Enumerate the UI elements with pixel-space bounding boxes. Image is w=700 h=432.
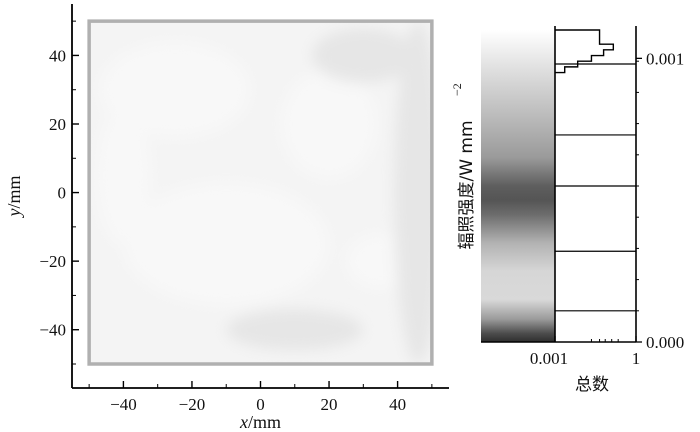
histogram-x-tick-label: 1 xyxy=(632,349,641,368)
irradiance-light-patch-0 xyxy=(99,41,251,138)
irradiance-dark-patch-1 xyxy=(311,27,415,83)
map-x-tick-label: −20 xyxy=(179,395,206,414)
histogram-step-outline xyxy=(555,29,615,74)
histogram xyxy=(555,29,636,312)
irradiance-light-patch-4 xyxy=(95,106,151,244)
map-x-tick-label: 0 xyxy=(256,395,265,414)
irradiance-dark-patch-0 xyxy=(394,21,432,364)
histogram-y-axis-label: 辐照强度/W mm −2 xyxy=(450,83,477,249)
map-y-tick-label: −40 xyxy=(39,321,66,340)
svg-text:辐照强度/W mm: 辐照强度/W mm xyxy=(457,120,477,249)
histogram-colorbar-panel: 0.001 0.000 0.001 1 总数 辐照强度/W mm −2 xyxy=(450,26,684,395)
map-x-tick-label: 20 xyxy=(321,395,338,414)
map-y-tick-label: 20 xyxy=(49,115,66,134)
target-border xyxy=(87,19,434,366)
map-y-tick-label: −20 xyxy=(39,252,66,271)
irradiance-map-panel: −40 −20 0 20 40 −40 −20 0 20 40 x/mm y/mm xyxy=(4,4,449,432)
histogram-x-axis-label: 总数 xyxy=(575,375,609,395)
map-y-tick-label: 40 xyxy=(49,46,66,65)
irradiance-field xyxy=(87,19,434,366)
histogram-y-axis-label-exponent: −2 xyxy=(450,83,464,96)
map-x-axis-label: x/mm xyxy=(239,412,281,432)
histogram-bar-5 xyxy=(555,67,565,73)
irradiance-light-patch-2 xyxy=(281,69,378,179)
histogram-axes: 0.001 0.000 0.001 1 xyxy=(481,26,684,368)
histogram-bar-0 xyxy=(555,30,600,44)
map-y-tick-label: 0 xyxy=(58,184,67,203)
histogram-y-tick-label: 0.001 xyxy=(646,49,684,68)
histogram-bar-2 xyxy=(555,50,604,56)
irradiance-dark-patch-2 xyxy=(226,309,364,351)
histogram-bar-3 xyxy=(555,56,591,62)
histogram-y-tick-label: 0.000 xyxy=(646,333,684,352)
map-y-axis-label: y/mm xyxy=(4,175,24,218)
histogram-x-tick-label: 0.001 xyxy=(530,349,568,368)
histogram-bar-1 xyxy=(555,44,613,50)
map-x-tick-label: 40 xyxy=(389,395,406,414)
map-axes: −40 −20 0 20 40 −40 −20 0 20 40 xyxy=(39,4,449,414)
map-x-tick-label: −40 xyxy=(110,395,137,414)
colorbar xyxy=(481,30,555,342)
irradiance-light-patch-1 xyxy=(123,182,330,306)
